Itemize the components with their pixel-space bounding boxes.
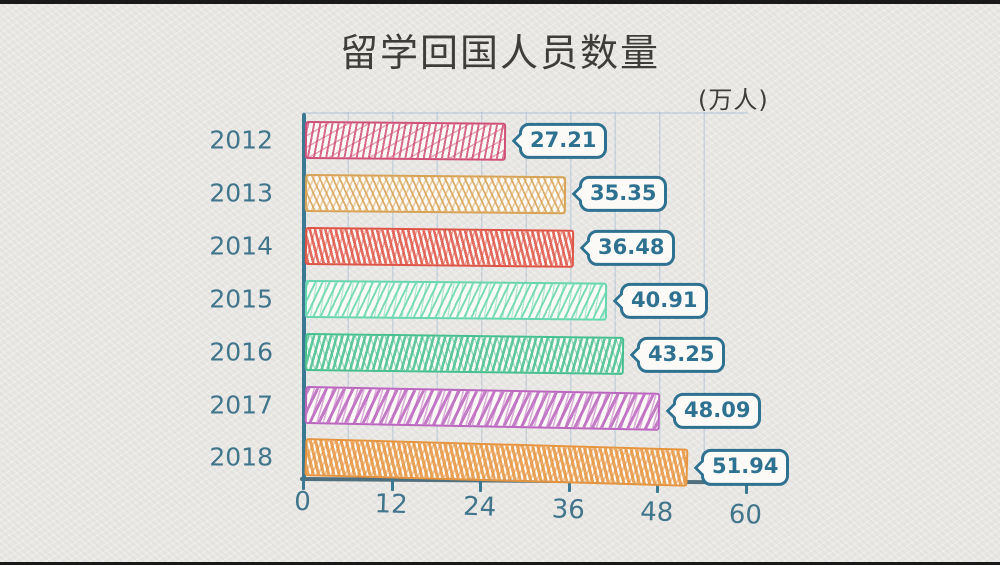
year-label: 2017: [209, 390, 273, 419]
y-axis-line: [302, 113, 306, 481]
bar-2016: [304, 332, 625, 375]
x-tick-mark: [745, 481, 748, 494]
chart-row: 2012 27.21: [193, 121, 873, 161]
letterbox-bottom: [0, 562, 1000, 565]
year-label: 2015: [209, 284, 273, 314]
x-tick-label: 36: [551, 494, 586, 526]
chart-title: 留学回国人员数量: [339, 31, 660, 75]
x-tick-mark: [479, 478, 483, 492]
x-tick-labels: 0 12 24 36 48 60: [294, 487, 773, 543]
value-bubble: 43.25: [637, 336, 726, 373]
value-bubble: 51.94: [701, 449, 790, 486]
x-tick-label: 60: [728, 499, 763, 531]
x-tick-mark: [567, 479, 571, 493]
year-label: 2018: [209, 442, 273, 472]
bar-2012: [304, 121, 507, 161]
bar-2017: [304, 385, 661, 431]
year-label: 2016: [209, 337, 273, 367]
value-bubble: 27.21: [519, 122, 608, 160]
value-bubble: 40.91: [620, 282, 709, 319]
bar-2013: [304, 173, 567, 215]
value-bubble: 36.48: [587, 229, 676, 266]
x-tick-label: 0: [293, 486, 312, 518]
x-tick-label: 48: [639, 497, 674, 528]
chart-row: 2018 51.94: [193, 438, 873, 488]
value-bubble: 48.09: [673, 392, 762, 429]
chart-row: 2015 40.91: [193, 279, 873, 321]
bar-2015: [304, 279, 608, 321]
unit-label: (万人): [698, 86, 769, 114]
x-tick-label: 12: [374, 489, 409, 521]
year-label: 2012: [209, 125, 273, 155]
year-label: 2014: [209, 231, 273, 261]
chart-row: 2017 48.09: [193, 385, 873, 431]
x-tick-mark: [656, 480, 660, 494]
value-bubble: 35.35: [579, 175, 668, 213]
bar-2014: [304, 226, 575, 268]
letterbox-top: [0, 0, 1000, 4]
x-tick-label: 24: [462, 491, 497, 523]
year-label: 2013: [209, 178, 273, 208]
x-tick-mark: [302, 477, 305, 490]
chart-row: 2013 35.35: [193, 173, 873, 215]
chart-row: 2014 36.48: [193, 226, 873, 268]
x-tick-mark: [390, 477, 394, 491]
chart-row: 2016 43.25: [193, 332, 873, 375]
